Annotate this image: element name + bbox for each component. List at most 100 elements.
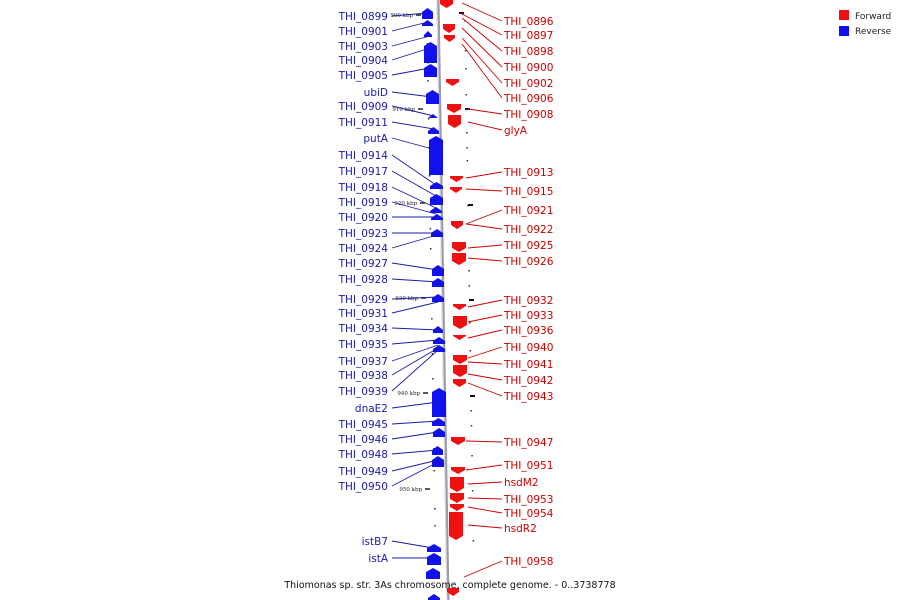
tick-dot	[468, 270, 470, 272]
tick-dot	[426, 43, 429, 45]
gene-label-thi-0925: THI_0925	[503, 240, 553, 252]
marker-bar	[469, 299, 474, 301]
leader-thi-0940	[467, 346, 503, 359]
leader-thi-0947	[465, 440, 503, 443]
leader-thi-0897	[461, 13, 503, 36]
leader-glya	[467, 121, 503, 131]
leader-thi-0913	[465, 171, 503, 179]
gene-label-hsdm2: hsdM2	[504, 477, 539, 489]
tick-dot	[428, 175, 431, 177]
tick-dot	[469, 322, 471, 324]
forward-gene-shape	[453, 379, 466, 387]
tick-dot	[469, 350, 472, 352]
gene-label-thi-0934: THI_0934	[338, 323, 389, 335]
reverse-gene-shape	[432, 294, 444, 302]
gene-label-thi-0923: THI_0923	[338, 228, 388, 240]
leader-thi-0922	[465, 223, 503, 230]
leader-thi-0915	[465, 188, 503, 192]
leader-thi-0948	[391, 449, 439, 455]
gene-label-thi-0928: THI_0928	[338, 274, 388, 286]
leader-thi-0939	[391, 349, 439, 392]
tick-dot	[471, 455, 473, 457]
tick-dot	[465, 68, 467, 70]
tick-dot	[466, 147, 468, 149]
reverse-gene-shape	[430, 207, 442, 213]
gene-label-thi-0935: THI_0935	[338, 339, 388, 351]
gene-label-thi-0924: THI_0924	[338, 243, 389, 255]
gene-label-thi-0929: THI_0929	[338, 294, 388, 306]
tick-label: 930 kbp	[395, 296, 418, 302]
legend-reverse-label: Reverse	[855, 27, 892, 37]
leader-thi-0933	[467, 314, 503, 323]
gene-label-thi-0940: THI_0940	[503, 342, 553, 354]
reverse-gene-shape	[432, 418, 445, 426]
tick-dot	[471, 490, 474, 492]
reverse-gene-shape	[428, 127, 439, 134]
leader-hsdr2	[467, 524, 503, 529]
gene-label-thi-0958: THI_0958	[503, 556, 553, 568]
forward-gene-shape	[449, 512, 463, 540]
reverse-gene-shape	[426, 568, 440, 579]
leader-thi-0935	[391, 339, 439, 345]
tick-label: 900 kbp	[390, 13, 413, 19]
gene-label-thi-0913: THI_0913	[503, 167, 553, 179]
forward-gene-shape	[448, 115, 461, 128]
leader-thi-0919	[391, 201, 437, 215]
tick-dot	[472, 540, 475, 542]
gene-features	[422, 0, 467, 600]
gene-label-thi-0917: THI_0917	[338, 166, 388, 178]
forward-gene-shape	[451, 467, 465, 474]
reverse-gene-shape	[432, 446, 443, 455]
leader-thi-0927	[391, 262, 439, 271]
leader-thi-0954	[467, 506, 503, 514]
gene-label-glya: glyA	[504, 125, 528, 137]
reverse-gene-shape	[432, 388, 446, 417]
tick-dot	[470, 410, 473, 412]
reverse-gene-shape	[432, 278, 444, 287]
gene-label-thi-0896: THI_0896	[503, 16, 554, 28]
reverse-gene-shape	[432, 265, 444, 276]
gene-label-thi-0948: THI_0948	[338, 449, 388, 461]
reverse-gene-shape	[433, 428, 445, 437]
leader-thi-0906	[461, 43, 503, 99]
gene-label-thi-0909: THI_0909	[338, 101, 388, 113]
tick-label: 910 kbp	[392, 107, 415, 113]
reverse-gene-shape	[422, 8, 433, 19]
reverse-gene-shape	[422, 20, 433, 26]
gene-label-thi-0936: THI_0936	[503, 325, 554, 337]
gene-label-ista: istA	[368, 553, 389, 565]
gene-label-thi-0899: THI_0899	[338, 11, 388, 23]
gene-label-thi-0946: THI_0946	[338, 434, 389, 446]
tick-dot	[466, 132, 468, 134]
gene-label-thi-0926: THI_0926	[503, 256, 554, 268]
leader-thi-0925	[467, 244, 503, 249]
forward-gene-shape	[450, 493, 464, 503]
leader-thi-0938	[391, 347, 439, 376]
gene-label-thi-0919: THI_0919	[338, 197, 388, 209]
tick-label: 940 kbp	[397, 391, 420, 397]
leader-thi-0921	[465, 209, 503, 225]
gene-label-thi-0921: THI_0921	[503, 205, 553, 217]
tick-dot	[429, 228, 432, 230]
tick-dot	[427, 118, 430, 120]
forward-gene-shape	[452, 253, 466, 265]
reverse-gene-shape	[428, 594, 440, 600]
tick-dot	[466, 160, 469, 162]
marker-bar	[465, 108, 470, 110]
gene-label-thi-0954: THI_0954	[503, 508, 554, 520]
reverse-gene-shape	[427, 544, 441, 552]
leader-dnae2	[391, 401, 439, 409]
tick-dot	[431, 318, 433, 320]
forward-gene-shape	[446, 79, 459, 86]
genome-caption: Thiomonas sp. str. 3As chromosome, compl…	[283, 580, 615, 591]
leader-thi-0937	[391, 344, 439, 362]
gene-label-thi-0920: THI_0920	[338, 212, 388, 224]
gene-label-thi-0898: THI_0898	[503, 46, 553, 58]
leader-thi-0904	[391, 47, 431, 61]
reverse-gene-shape	[424, 64, 437, 77]
tick-dot	[433, 470, 436, 472]
forward-gene-shape	[447, 588, 459, 596]
marker-bar	[459, 12, 464, 14]
